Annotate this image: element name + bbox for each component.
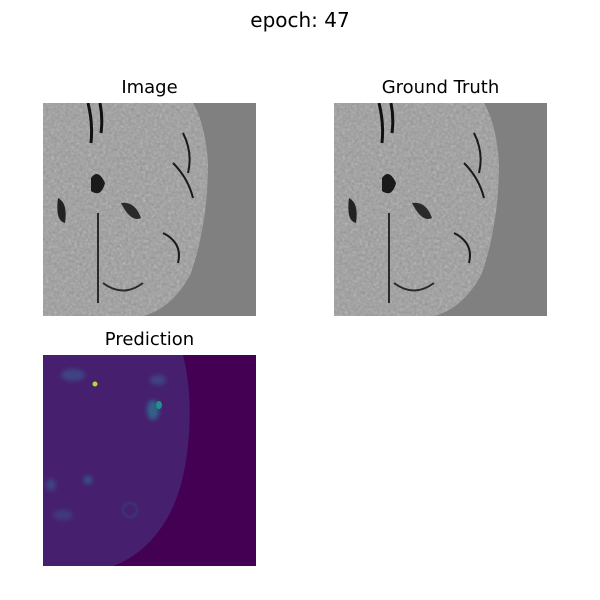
image-panel: Image	[43, 77, 256, 316]
ground-truth-panel-title: Ground Truth	[381, 77, 500, 98]
mri-image	[43, 103, 256, 316]
image-panel-title: Image	[121, 77, 178, 98]
prediction-panel: Prediction	[43, 329, 256, 566]
ground-truth-panel: Ground Truth	[334, 77, 547, 316]
figure-title: epoch: 47	[250, 8, 350, 32]
ground-truth-image	[334, 103, 547, 316]
prediction-heatmap	[43, 355, 256, 566]
prediction-panel-title: Prediction	[104, 329, 195, 350]
